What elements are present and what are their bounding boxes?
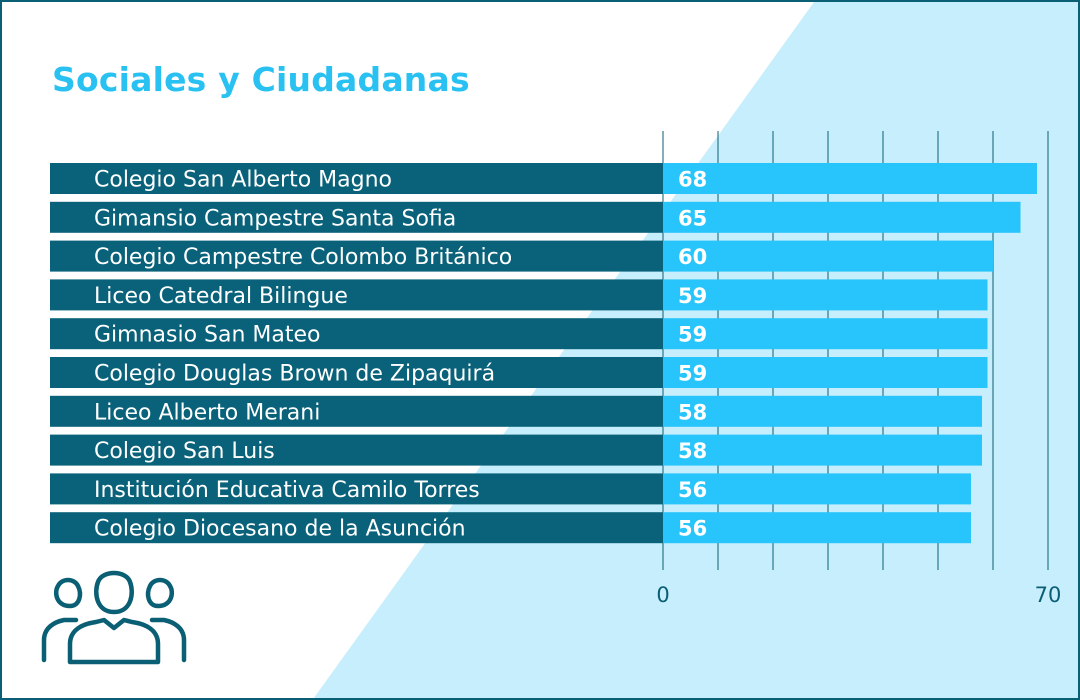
- category-label: Colegio Diocesano de la Asunción: [94, 517, 466, 542]
- bar-row: Institución Educativa Camilo Torres 56: [50, 473, 971, 505]
- category-label: Liceo Catedral Bilingue: [94, 284, 348, 309]
- category-label: Colegio San Alberto Magno: [94, 168, 392, 193]
- category-band: [50, 279, 663, 311]
- bar-row: Gimnasio San Mateo 59: [50, 318, 988, 350]
- value-label: 65: [678, 206, 707, 230]
- category-band: [50, 201, 663, 233]
- bar-row: Liceo Catedral Bilingue 59: [50, 279, 988, 311]
- x-tick-label: 70: [1035, 583, 1062, 607]
- category-band: [50, 318, 663, 350]
- value-label: 60: [678, 245, 707, 269]
- category-band: [50, 240, 663, 272]
- x-axis-ticks: 0 70: [656, 583, 1061, 607]
- x-tick-label: 0: [656, 583, 669, 607]
- bar: [663, 201, 1021, 233]
- value-label: 68: [678, 168, 707, 192]
- category-label: Liceo Alberto Merani: [94, 400, 320, 425]
- bar: [663, 473, 971, 505]
- bar: [663, 357, 988, 388]
- category-band: [50, 357, 663, 388]
- value-label: 56: [678, 517, 707, 541]
- category-band: [50, 473, 663, 505]
- value-label: 59: [678, 284, 707, 308]
- bar: [663, 279, 988, 311]
- bar-row: Colegio San Alberto Magno 68: [50, 163, 1037, 194]
- bars: Colegio San Alberto Magno 68 Gimansio Camp…: [50, 163, 1037, 544]
- chart-title: Sociales y Ciudadanas: [52, 60, 470, 99]
- bar: [663, 318, 988, 350]
- bar: [663, 240, 993, 272]
- category-label: Colegio San Luis: [94, 439, 275, 464]
- category-band: [50, 395, 663, 427]
- value-label: 59: [678, 362, 707, 386]
- category-label: Colegio Douglas Brown de Zipaquirá: [94, 362, 495, 387]
- bar-row: Gimansio Campestre Santa Sofia 65: [50, 201, 1021, 233]
- value-label: 58: [678, 400, 707, 424]
- bar: [663, 512, 971, 544]
- bar-row: Colegio Campestre Colombo Británico 60: [50, 240, 993, 272]
- bar-row: Liceo Alberto Merani 58: [50, 395, 982, 427]
- value-label: 59: [678, 323, 707, 347]
- category-label: Gimansio Campestre Santa Sofia: [94, 206, 456, 231]
- people-group-icon: [41, 570, 187, 665]
- category-band: [50, 512, 663, 544]
- bar: [663, 395, 982, 427]
- category-label: Institución Educativa Camilo Torres: [94, 478, 480, 503]
- value-label: 56: [678, 478, 707, 502]
- bar: [663, 163, 1037, 194]
- category-band: [50, 163, 663, 194]
- category-band: [50, 434, 663, 466]
- category-label: Gimnasio San Mateo: [94, 323, 321, 348]
- bar: [663, 434, 982, 466]
- bar-row: Colegio Douglas Brown de Zipaquirá 59: [50, 357, 988, 388]
- bar-row: Colegio Diocesano de la Asunción 56: [50, 512, 971, 544]
- value-label: 58: [678, 439, 707, 463]
- bar-row: Colegio San Luis 58: [50, 434, 982, 466]
- category-label: Colegio Campestre Colombo Británico: [94, 245, 512, 270]
